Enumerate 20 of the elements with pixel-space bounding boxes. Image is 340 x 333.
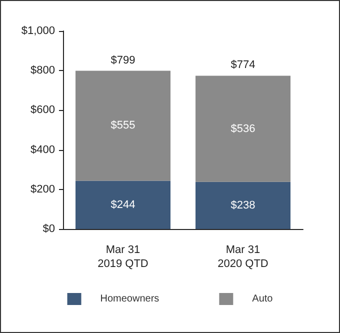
x-tick-label: Mar 31 2019 QTD	[98, 244, 148, 270]
data-label: $238	[230, 199, 256, 212]
bar	[196, 182, 290, 229]
data-label: $244	[110, 198, 136, 211]
y-tick-label: $0	[42, 223, 55, 235]
legend-label: Auto	[252, 294, 274, 304]
bar	[76, 180, 170, 229]
legend-label: Homeowners	[100, 294, 160, 304]
y-tick-label: $1,000	[21, 25, 55, 37]
y-tick-label: $800	[30, 64, 55, 77]
total-label: $799	[110, 54, 136, 66]
data-label: $536	[230, 122, 256, 135]
data-label: $555	[110, 120, 136, 132]
x-tick-label: Mar 31 2020 QTD	[218, 244, 268, 270]
y-tick-label: $400	[30, 144, 55, 156]
total-label: $774	[230, 59, 256, 72]
bar	[76, 70, 170, 181]
y-tick-label: $200	[30, 183, 55, 196]
bar	[196, 76, 290, 182]
y-tick-label: $600	[30, 104, 55, 116]
